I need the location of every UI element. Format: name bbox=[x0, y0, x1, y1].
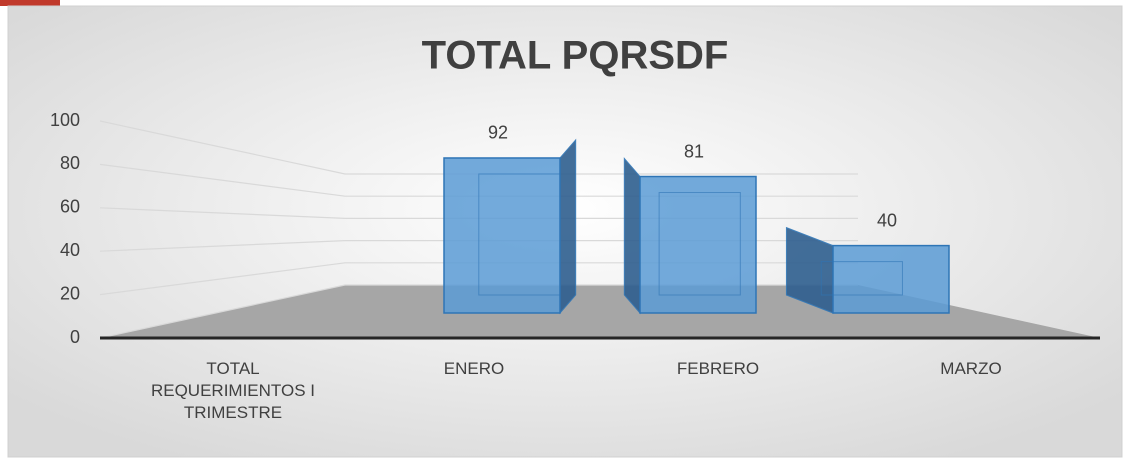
y-tick-label: 100 bbox=[50, 110, 80, 130]
y-tick-label: 60 bbox=[60, 197, 80, 217]
data-label: 81 bbox=[684, 141, 704, 161]
data-label: 92 bbox=[488, 123, 508, 143]
bar-side bbox=[559, 138, 577, 315]
bar-back-edge bbox=[478, 173, 561, 296]
y-tick-label: 80 bbox=[60, 153, 80, 173]
chart-title: TOTAL PQRSDF bbox=[422, 34, 729, 78]
x-tick-label: FEBRERO bbox=[676, 359, 760, 378]
bar-side bbox=[623, 157, 641, 315]
grid-line bbox=[99, 120, 858, 175]
data-label: 40 bbox=[877, 210, 897, 230]
bar bbox=[443, 157, 561, 314]
x-tick-label: ENERO bbox=[443, 359, 505, 378]
y-tick-label: 40 bbox=[60, 240, 80, 260]
bar-back-edge bbox=[658, 192, 741, 296]
x-tick-label: MARZO bbox=[940, 359, 1002, 378]
bar-back-edge bbox=[820, 261, 903, 296]
x-tick-label: TOTAL REQUERIMIENTOS I TRIMESTRE bbox=[150, 359, 316, 422]
logo-strip bbox=[0, 0, 60, 6]
y-tick-label: 0 bbox=[70, 327, 80, 347]
bar bbox=[639, 175, 757, 314]
y-tick-label: 20 bbox=[60, 283, 80, 303]
bar bbox=[832, 244, 950, 314]
